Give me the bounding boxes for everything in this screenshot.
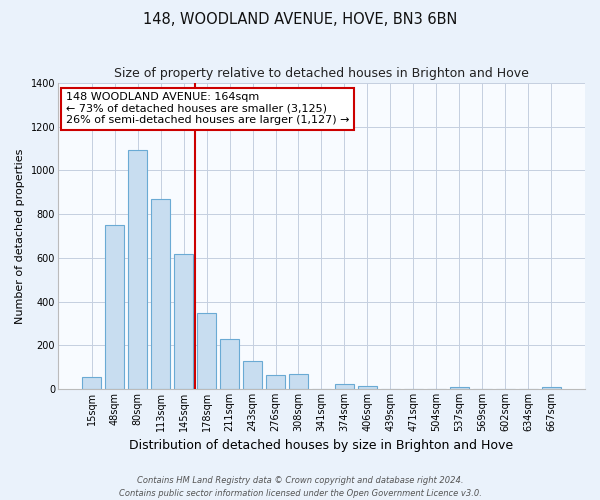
Text: 148, WOODLAND AVENUE, HOVE, BN3 6BN: 148, WOODLAND AVENUE, HOVE, BN3 6BN	[143, 12, 457, 28]
X-axis label: Distribution of detached houses by size in Brighton and Hove: Distribution of detached houses by size …	[130, 440, 514, 452]
Bar	[82, 377, 101, 389]
Bar	[243, 360, 262, 389]
Bar	[174, 254, 193, 389]
Y-axis label: Number of detached properties: Number of detached properties	[15, 148, 25, 324]
Bar	[197, 312, 217, 389]
Text: 148 WOODLAND AVENUE: 164sqm
← 73% of detached houses are smaller (3,125)
26% of : 148 WOODLAND AVENUE: 164sqm ← 73% of det…	[66, 92, 349, 126]
Bar	[335, 384, 354, 389]
Bar	[542, 387, 561, 389]
Bar	[358, 386, 377, 389]
Title: Size of property relative to detached houses in Brighton and Hove: Size of property relative to detached ho…	[114, 68, 529, 80]
Bar	[128, 150, 148, 389]
Bar	[220, 338, 239, 389]
Bar	[449, 387, 469, 389]
Bar	[289, 374, 308, 389]
Bar	[266, 375, 285, 389]
Bar	[105, 225, 124, 389]
Bar	[151, 199, 170, 389]
Text: Contains HM Land Registry data © Crown copyright and database right 2024.
Contai: Contains HM Land Registry data © Crown c…	[119, 476, 481, 498]
